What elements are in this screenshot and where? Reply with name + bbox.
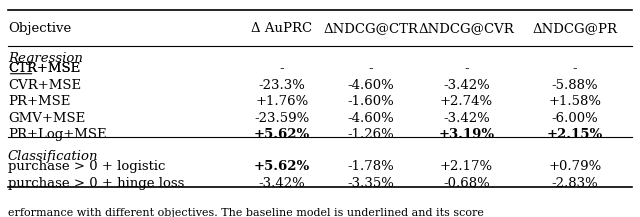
Text: erformance with different objectives. The baseline model is underlined and its s: erformance with different objectives. Th… <box>8 208 487 217</box>
Text: -1.26%: -1.26% <box>348 128 394 141</box>
Text: Objective: Objective <box>8 22 71 35</box>
Text: ΔNDCG@CVR: ΔNDCG@CVR <box>419 22 515 35</box>
Text: ΔNDCG@PR: ΔNDCG@PR <box>532 22 618 35</box>
Text: -23.59%: -23.59% <box>254 112 309 125</box>
Text: -23.3%: -23.3% <box>259 79 305 92</box>
Text: +0.79%: +0.79% <box>548 160 602 173</box>
Text: +1.76%: +1.76% <box>255 95 308 108</box>
Text: +1.58%: +1.58% <box>548 95 602 108</box>
Text: -: - <box>464 62 469 75</box>
Text: -1.60%: -1.60% <box>348 95 394 108</box>
Text: Regression: Regression <box>8 52 83 65</box>
Text: CTR+MSE: CTR+MSE <box>8 62 80 75</box>
Text: +5.62%: +5.62% <box>253 128 310 141</box>
Text: -: - <box>369 62 373 75</box>
Text: -4.60%: -4.60% <box>348 79 394 92</box>
Text: -3.42%: -3.42% <box>443 79 490 92</box>
Text: -4.60%: -4.60% <box>348 112 394 125</box>
Text: CTR+MSE: CTR+MSE <box>8 62 80 75</box>
Text: Classification: Classification <box>8 150 99 163</box>
Text: +2.15%: +2.15% <box>547 128 603 141</box>
Text: -2.83%: -2.83% <box>552 177 598 190</box>
Text: PR+MSE: PR+MSE <box>8 95 70 108</box>
Text: purchase > 0 + hinge loss: purchase > 0 + hinge loss <box>8 177 184 190</box>
Text: CVR+MSE: CVR+MSE <box>8 79 81 92</box>
Text: PR+Log+MSE: PR+Log+MSE <box>8 128 106 141</box>
Text: -3.42%: -3.42% <box>443 112 490 125</box>
Text: -: - <box>280 62 284 75</box>
Text: +3.19%: +3.19% <box>438 128 495 141</box>
Text: Δ AuPRC: Δ AuPRC <box>252 22 312 35</box>
Text: -0.68%: -0.68% <box>443 177 490 190</box>
Text: +2.74%: +2.74% <box>440 95 493 108</box>
Text: ΔNDCG@CTR: ΔNDCG@CTR <box>324 22 419 35</box>
Text: purchase > 0 + logistic: purchase > 0 + logistic <box>8 160 165 173</box>
Text: -1.78%: -1.78% <box>348 160 394 173</box>
Text: GMV+MSE: GMV+MSE <box>8 112 85 125</box>
Text: -6.00%: -6.00% <box>552 112 598 125</box>
Text: +5.62%: +5.62% <box>253 160 310 173</box>
Text: -5.88%: -5.88% <box>552 79 598 92</box>
Text: -: - <box>573 62 577 75</box>
Text: +2.17%: +2.17% <box>440 160 493 173</box>
Text: -3.42%: -3.42% <box>259 177 305 190</box>
Text: -3.35%: -3.35% <box>348 177 394 190</box>
